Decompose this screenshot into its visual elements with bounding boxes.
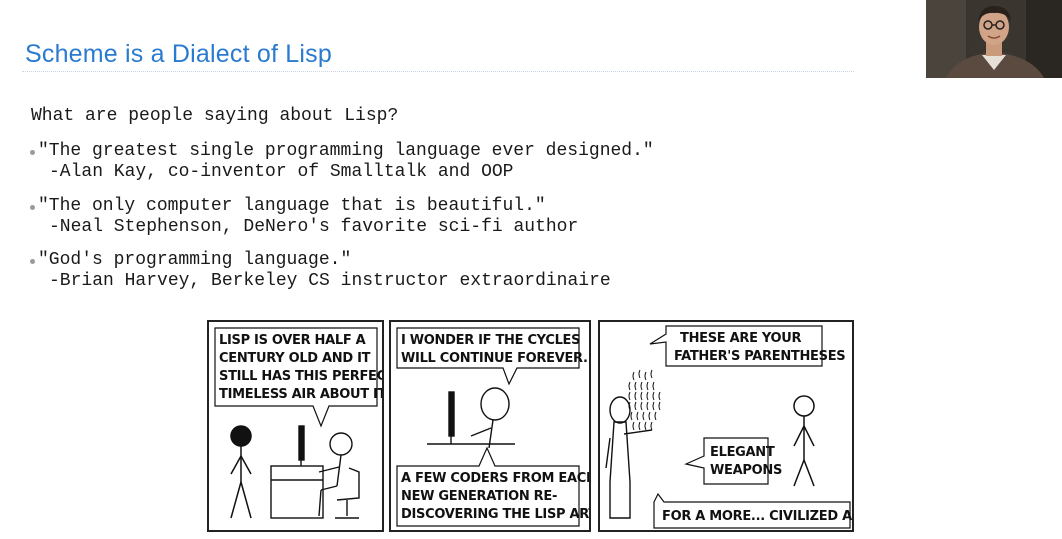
comic-text-line: WILL CONTINUE FOREVER. (401, 351, 588, 366)
comic-text-line: THESE ARE YOUR (680, 331, 802, 346)
comic-text-line: WEAPONS (710, 463, 782, 478)
quote-attribution: -Neal Stephenson, DeNero's favorite sci-… (49, 217, 579, 237)
comic-text-line: FOR A MORE... CIVILIZED AGE. (662, 509, 852, 524)
presenter-webcam (926, 0, 1062, 78)
comic-text-line: STILL HAS THIS PERFECT, (219, 369, 382, 384)
comic-text-line: A FEW CODERS FROM EACH (401, 471, 589, 486)
xkcd-comic: LISP IS OVER HALF A CENTURY OLD AND IT S… (207, 320, 854, 534)
comic-text-line: DISCOVERING THE LISP ARTS. (401, 507, 589, 522)
comic-text-line: CENTURY OLD AND IT (219, 351, 371, 366)
desk-computer-icon (270, 425, 360, 519)
svg-text:ELEGANT: ELEGANT (710, 445, 775, 460)
comic-panel-3: THESE ARE YOUR FATHER'S PARENTHESES (598, 320, 854, 532)
svg-text:FATHER'S PARENTHESES: FATHER'S PARENTHESES (674, 349, 845, 364)
comic-text-line: I WONDER IF THE CYCLES (401, 333, 580, 348)
desk-computer-icon (427, 387, 515, 449)
svg-text:LISP IS OVER HALF A: LISP IS OVER HALF A (219, 333, 366, 348)
robed-figure-icon (605, 396, 653, 519)
quote-attribution: -Brian Harvey, Berkeley CS instructor ex… (49, 271, 611, 291)
svg-text:A FEW CODERS FROM EACH: A FEW CODERS FROM EACH (401, 471, 589, 486)
comic-text-line: LISP IS OVER HALF A (219, 333, 366, 348)
comic-text-line: TIMELESS AIR ABOUT IT. (219, 387, 382, 402)
bullet-dot (30, 259, 35, 264)
svg-text:I WONDER IF THE CYCLES: I WONDER IF THE CYCLES (401, 333, 580, 348)
svg-text:STILL HAS THIS PERFECT,: STILL HAS THIS PERFECT, (219, 369, 382, 384)
comic-text-line: FATHER'S PARENTHESES (674, 349, 845, 364)
svg-text:TIMELESS AIR ABOUT IT.: TIMELESS AIR ABOUT IT. (219, 387, 382, 402)
comic-panel-2: I WONDER IF THE CYCLES WILL CONTINUE FOR… (389, 320, 591, 532)
quote-text: "God's programming language." (38, 250, 352, 270)
svg-text:THESE ARE YOUR: THESE ARE YOUR (680, 331, 802, 346)
svg-text:WEAPONS: WEAPONS (710, 463, 782, 478)
svg-text:DISCOVERING THE LISP ARTS.: DISCOVERING THE LISP ARTS. (401, 507, 589, 522)
bullet-dot (30, 205, 35, 210)
stick-figure-icon (793, 395, 815, 487)
question-text: What are people saying about Lisp? (31, 106, 399, 126)
comic-text-line: NEW GENERATION RE- (401, 489, 557, 504)
svg-text:NEW GENERATION RE-: NEW GENERATION RE- (401, 489, 557, 504)
svg-text:WILL CONTINUE FOREVER.: WILL CONTINUE FOREVER. (401, 351, 588, 366)
slide-title: Scheme is a Dialect of Lisp (25, 40, 332, 68)
quote-text: "The only computer language that is beau… (38, 196, 546, 216)
svg-text:FOR A MORE... CIVILIZED AGE.: FOR A MORE... CIVILIZED AGE. (662, 509, 852, 524)
title-divider (22, 71, 854, 72)
svg-text:CENTURY OLD AND IT: CENTURY OLD AND IT (219, 351, 371, 366)
quote-attribution: -Alan Kay, co-inventor of Smalltalk and … (49, 162, 514, 182)
comic-text-line: ELEGANT (710, 445, 775, 460)
stick-figure-icon (230, 425, 252, 519)
bullet-dot (30, 150, 35, 155)
quote-text: "The greatest single programming languag… (38, 141, 654, 161)
parentheses-stack-icon (628, 369, 661, 431)
comic-panel-1: LISP IS OVER HALF A CENTURY OLD AND IT S… (207, 320, 384, 532)
